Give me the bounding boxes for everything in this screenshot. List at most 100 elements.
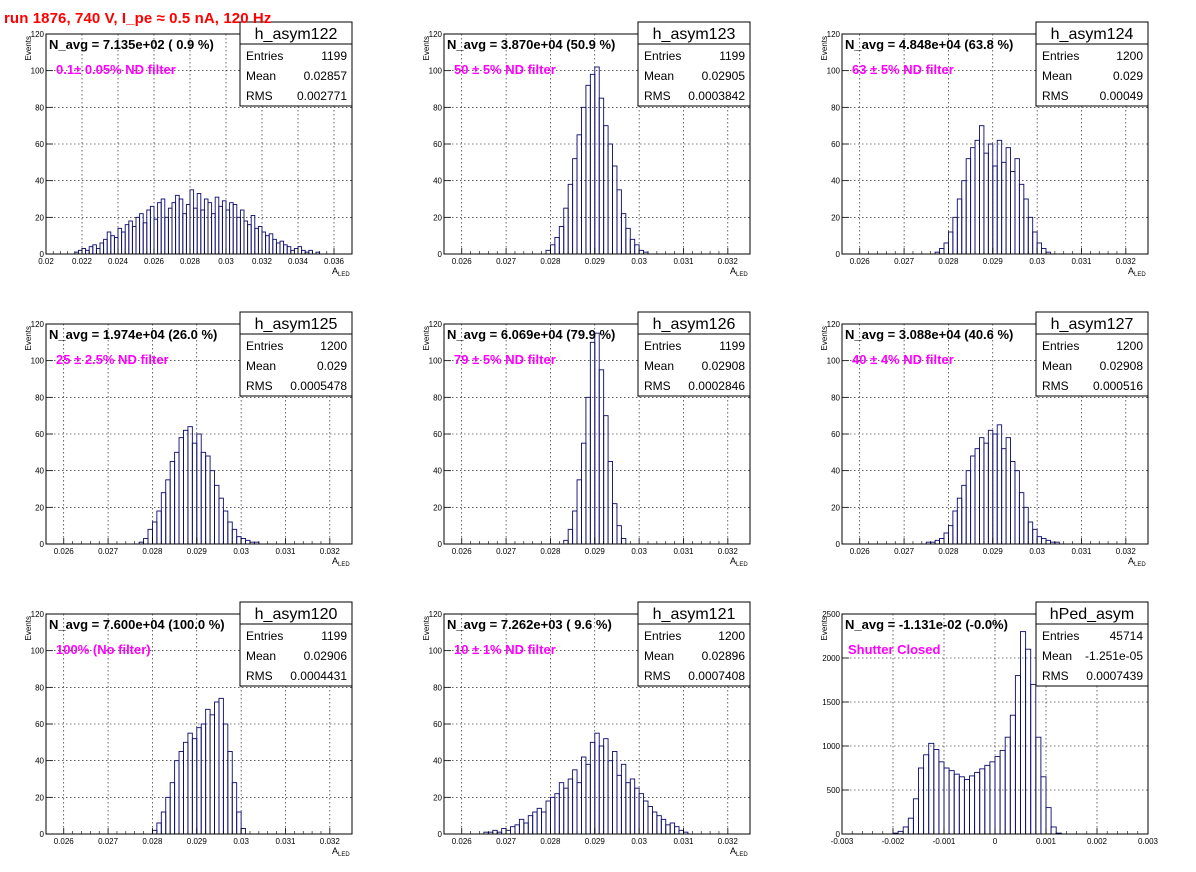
histogram-bar <box>99 242 105 255</box>
y-tick-label: 1000 <box>822 742 840 751</box>
x-axis-title: ALED <box>1128 556 1146 568</box>
histogram-bar <box>174 451 180 545</box>
x-tick-label: 0.028 <box>540 547 561 556</box>
histogram-bar <box>1005 147 1011 255</box>
histogram-bar <box>567 528 574 545</box>
histogram-bar <box>1027 521 1034 545</box>
histogram-bar <box>585 84 591 255</box>
histogram-bar <box>987 143 994 255</box>
histogram-bar <box>1018 492 1025 545</box>
histogram-bar <box>239 209 245 255</box>
histogram-bar <box>1036 536 1043 545</box>
y-tick-label: 40 <box>35 467 44 476</box>
x-tick-label: 0.027 <box>98 837 119 846</box>
histogram-title: h_asym124 <box>1051 26 1134 43</box>
histogram-bar <box>492 829 498 835</box>
histogram-bar <box>651 811 658 835</box>
x-tick-label: -0.003 <box>831 837 854 846</box>
stats-value: 0.02906 <box>304 649 348 663</box>
stats-label: Mean <box>1042 359 1072 373</box>
y-tick-label: 60 <box>35 720 44 729</box>
stats-value: 0.002771 <box>297 89 347 103</box>
histogram-bar <box>218 497 224 545</box>
histogram-bar <box>200 723 207 835</box>
histogram-bar <box>218 697 224 835</box>
x-tick-label: 0.031 <box>1071 257 1092 266</box>
histogram-bar <box>167 207 173 255</box>
histogram-bar <box>1025 648 1032 835</box>
histogram-bar <box>149 205 155 255</box>
histogram-bar <box>297 246 303 255</box>
stats-value: 0.0007408 <box>688 669 745 683</box>
histogram-bar <box>948 770 955 835</box>
histogram-bar <box>554 237 560 255</box>
y-tick-label: 20 <box>35 793 44 802</box>
stats-value: -1.251e-05 <box>1085 649 1143 663</box>
histogram-bar <box>965 158 972 255</box>
figure-title: run 1876, 740 V, I_pe ≈ 0.5 nA, 120 Hz <box>4 10 272 27</box>
y-tick-label: 60 <box>433 430 442 439</box>
stats-label: RMS <box>1042 89 1069 103</box>
histogram-bar <box>178 198 184 255</box>
stats-label: RMS <box>644 89 671 103</box>
histogram-bar <box>545 249 551 255</box>
stats-label: Entries <box>246 339 283 353</box>
y-tick-label: 0 <box>836 830 841 839</box>
y-axis-title: Events <box>422 616 431 640</box>
stats-label: Entries <box>246 49 283 63</box>
histogram-bar <box>279 240 285 255</box>
histogram-bar <box>191 442 198 545</box>
histogram-bar <box>902 826 909 835</box>
histogram-bar <box>92 244 97 255</box>
histogram-bar <box>625 782 631 835</box>
histogram-bar <box>1027 216 1034 255</box>
histogram-bar <box>678 829 684 835</box>
histogram-bar <box>272 238 277 255</box>
stats-label: Entries <box>1042 339 1079 353</box>
histogram-bar <box>187 732 193 835</box>
x-tick-label: 0.032 <box>1116 257 1137 266</box>
histogram-bar <box>1041 538 1047 545</box>
histogram-bar <box>603 738 609 835</box>
stats-value: 0.02896 <box>702 649 746 663</box>
y-tick-label: 60 <box>433 720 442 729</box>
histogram-bar <box>175 194 180 255</box>
histogram-title: h_asym123 <box>653 26 736 43</box>
histogram-panel: 0.026 0.027 0.028 0.029 0.03 0.031 0.032 0 20 40 6… <box>422 21 751 278</box>
navg-annotation: N_avg = 6.069e+04 (79.9 %) <box>447 327 615 342</box>
y-tick-label: 20 <box>433 213 442 222</box>
histogram-bar <box>131 226 137 255</box>
histogram-bar <box>240 828 247 835</box>
histogram-bar <box>160 492 167 545</box>
histogram-bar <box>160 811 167 835</box>
stats-box <box>239 623 353 687</box>
histogram-bar <box>245 539 251 545</box>
x-tick-label: 0.031 <box>275 837 296 846</box>
y-tick-label: 40 <box>35 177 44 186</box>
histogram-bar <box>594 732 600 835</box>
histogram-title: h_asym125 <box>255 316 338 333</box>
y-axis-title: Events <box>820 616 829 640</box>
histogram-bar <box>634 244 640 255</box>
stats-label: Mean <box>246 69 276 83</box>
histogram-bar <box>261 231 267 255</box>
x-tick-label: 0.031 <box>673 547 694 556</box>
x-tick-label: 0.026 <box>452 547 473 556</box>
histogram-bar <box>563 207 569 255</box>
histogram-bar <box>182 213 187 255</box>
histogram-bar <box>996 424 1003 545</box>
stats-box <box>1035 333 1149 397</box>
x-tick-label: 0.03 <box>233 837 249 846</box>
histogram-bar <box>581 756 587 835</box>
stats-value: 1200 <box>1116 49 1143 63</box>
y-tick-label: 40 <box>433 177 442 186</box>
filter-annotation: 10 ± 1% ND filter <box>454 642 556 657</box>
histogram-bar <box>165 479 171 545</box>
histogram-bar <box>1045 539 1051 545</box>
histogram-bar <box>146 209 151 255</box>
histogram-bar <box>963 778 970 835</box>
histogram-bar <box>121 231 126 255</box>
histogram-bar <box>665 824 671 835</box>
stats-box <box>239 333 353 397</box>
x-tick-label: -0.001 <box>933 837 956 846</box>
